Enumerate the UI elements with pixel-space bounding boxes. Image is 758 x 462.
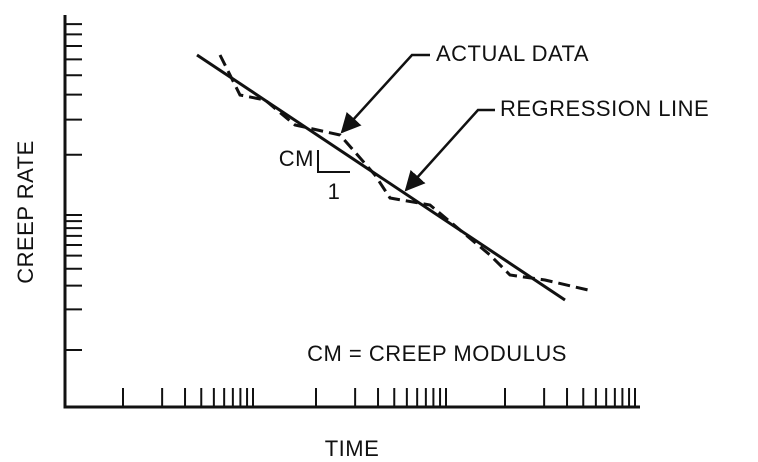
label: 1 — [328, 179, 341, 204]
label: CM — [279, 146, 314, 171]
y-axis-label: CREEP RATE — [13, 140, 38, 284]
x-axis-label: TIME — [325, 436, 380, 461]
label: ACTUAL DATA — [436, 41, 589, 66]
axes — [63, 15, 640, 409]
actual-data-line — [218, 54, 589, 292]
arrow — [404, 108, 495, 192]
axis-ticks — [65, 23, 636, 407]
label: CM = CREEP MODULUS — [307, 341, 567, 366]
regression-line — [196, 53, 566, 302]
arrow — [340, 53, 430, 134]
label: REGRESSION LINE — [500, 96, 709, 121]
slope-bracket — [317, 150, 350, 173]
